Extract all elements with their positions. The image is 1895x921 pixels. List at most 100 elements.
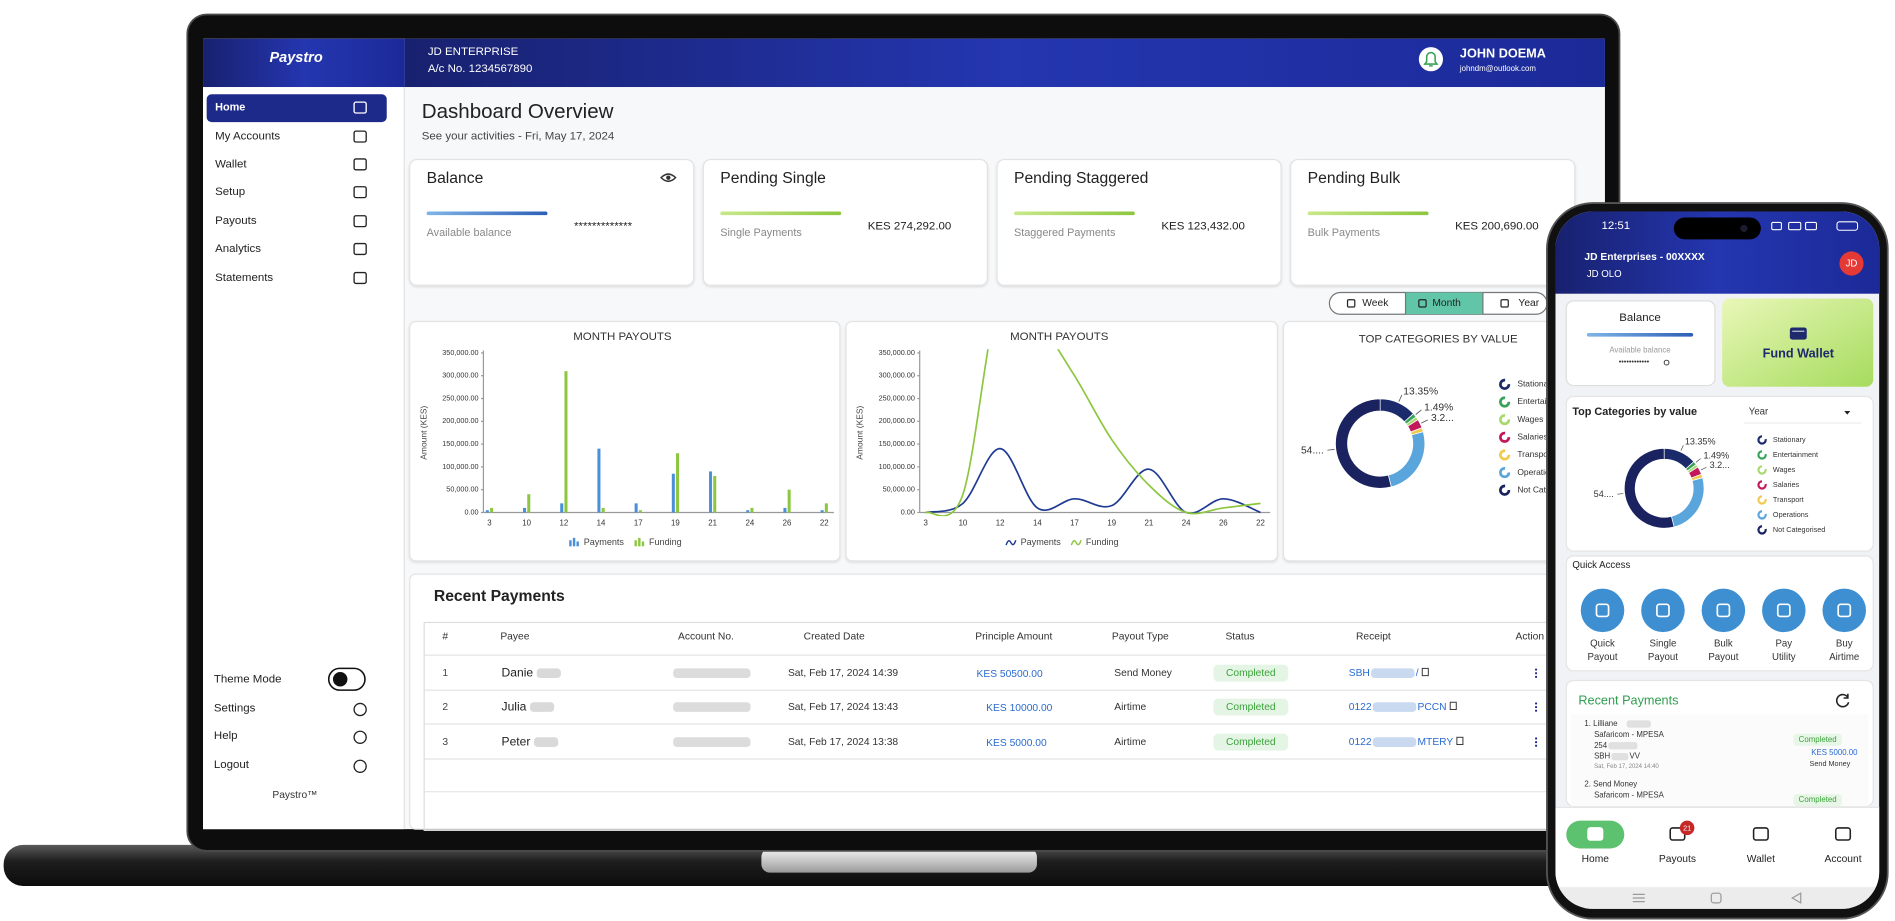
action-dot bbox=[1534, 702, 1538, 705]
created-date: Sat, Feb 17, 2024 13:43 bbox=[788, 702, 898, 713]
period-option[interactable]: Year bbox=[1518, 298, 1539, 309]
summary-card bbox=[409, 158, 695, 286]
card-label: Staggered Payments bbox=[1014, 227, 1116, 239]
copy-icon bbox=[1456, 736, 1464, 746]
battery bbox=[1836, 221, 1859, 231]
menu-item[interactable]: Logout bbox=[214, 759, 250, 771]
menu-item[interactable]: Wallet bbox=[215, 158, 247, 170]
created-date: Sat, Feb 17, 2024 14:39 bbox=[788, 668, 898, 679]
blurred-text bbox=[530, 702, 555, 712]
chart-card bbox=[845, 320, 1279, 562]
quick-label: Pay bbox=[1775, 639, 1792, 650]
amount: KES 10000.00 bbox=[986, 703, 1052, 714]
eye-icon bbox=[1663, 359, 1670, 366]
period-icon bbox=[1500, 299, 1509, 308]
bar bbox=[564, 371, 568, 513]
action-dot bbox=[1534, 741, 1538, 744]
recent-provider: Safaricom - MPESA bbox=[1594, 790, 1665, 799]
data-label: 13.35% bbox=[1685, 436, 1716, 446]
caret bbox=[1844, 410, 1851, 415]
period-option[interactable]: Week bbox=[1362, 298, 1389, 309]
legend-icon bbox=[634, 540, 637, 547]
status: Completed bbox=[1799, 735, 1837, 744]
menu-item[interactable]: Payouts bbox=[215, 215, 257, 227]
period-active bbox=[1405, 292, 1483, 315]
bar bbox=[527, 494, 531, 513]
menu-item[interactable]: My Accounts bbox=[215, 131, 280, 143]
action-dot bbox=[1534, 709, 1538, 712]
quick-action[interactable] bbox=[1580, 588, 1625, 633]
card-label: Bulk Payments bbox=[1308, 227, 1381, 239]
bar bbox=[634, 503, 638, 513]
donut-segment bbox=[1335, 398, 1392, 489]
payout-type: Send Money bbox=[1810, 759, 1851, 768]
data-label: 13.35% bbox=[1403, 386, 1438, 397]
x-tick-label: 19 bbox=[671, 518, 680, 527]
card-title: Pending Staggered bbox=[1014, 170, 1148, 187]
copy-icon bbox=[1421, 667, 1429, 677]
card-value: KES 123,432.00 bbox=[1161, 221, 1245, 233]
menu-item[interactable]: Help bbox=[214, 730, 238, 742]
column-header: Payout Type bbox=[1112, 632, 1169, 643]
x-tick-label: 14 bbox=[1033, 518, 1042, 527]
y-tick-label: 200,000.00 bbox=[442, 416, 478, 425]
bar bbox=[490, 507, 494, 513]
period-select[interactable]: Year bbox=[1749, 407, 1769, 418]
recent-date: Sat, Feb 17, 2024 14:40 bbox=[1594, 764, 1659, 770]
y-tick-label: 0.00 bbox=[464, 507, 478, 516]
action-dot bbox=[1534, 744, 1538, 747]
nav-label[interactable]: Payouts bbox=[1659, 854, 1696, 865]
blurred-text bbox=[1371, 668, 1415, 679]
camera bbox=[1740, 224, 1748, 233]
bar bbox=[783, 507, 787, 513]
menu-icon bbox=[353, 130, 367, 143]
x-tick-label: 10 bbox=[522, 518, 531, 527]
nav-label[interactable]: Home bbox=[1582, 854, 1610, 865]
quick-action[interactable] bbox=[1762, 588, 1806, 633]
y-tick-label: 50,000.00 bbox=[446, 485, 478, 494]
bar bbox=[560, 503, 564, 513]
period-option[interactable]: Month bbox=[1432, 298, 1461, 309]
quick-icon bbox=[1776, 603, 1791, 618]
legend-ring bbox=[1499, 378, 1511, 390]
nav-badge bbox=[1679, 820, 1695, 836]
payout-type: Send Money bbox=[1114, 668, 1173, 679]
card-title: Pending Single bbox=[720, 170, 826, 187]
company: JD ENTERPRISE bbox=[428, 46, 519, 58]
data-label: 3.2... bbox=[1710, 460, 1730, 470]
menu-item[interactable]: Statements bbox=[215, 272, 273, 284]
menu-item[interactable]: Settings bbox=[214, 702, 256, 714]
quick-label: Payout bbox=[1708, 652, 1738, 663]
menu-item[interactable]: Setup bbox=[215, 186, 245, 198]
legend-ring bbox=[1757, 450, 1767, 460]
legend-label: Salaries bbox=[1773, 480, 1800, 489]
legend-label: Funding bbox=[649, 537, 682, 547]
menu-item[interactable]: Home bbox=[215, 101, 245, 113]
x-tick-label: 24 bbox=[1182, 518, 1191, 527]
x-tick-label: 22 bbox=[820, 518, 829, 527]
card-bar bbox=[1013, 211, 1135, 216]
quick-action[interactable] bbox=[1822, 588, 1866, 633]
nav-label[interactable]: Account bbox=[1824, 854, 1861, 865]
eye-pupil bbox=[666, 175, 671, 180]
legend-label: Stationary bbox=[1773, 435, 1806, 444]
chart-title: MONTH PAYOUTS bbox=[573, 331, 672, 343]
data-label: 3.2... bbox=[1431, 413, 1454, 424]
quick-action[interactable] bbox=[1641, 588, 1685, 633]
table-card bbox=[409, 573, 1560, 830]
menu-icon bbox=[353, 759, 367, 773]
menu-item[interactable]: Analytics bbox=[215, 243, 261, 255]
payout-type: Airtime bbox=[1114, 702, 1146, 713]
recent-name: 1. Lilliane bbox=[1584, 719, 1618, 728]
quick-label: Buy bbox=[1836, 639, 1853, 650]
status-time: 12:51 bbox=[1601, 220, 1630, 232]
toggle-knob bbox=[332, 672, 348, 687]
nav-icon bbox=[1752, 827, 1769, 841]
menu-item[interactable]: Theme Mode bbox=[214, 673, 282, 685]
quick-action[interactable] bbox=[1701, 588, 1746, 633]
nav-label[interactable]: Wallet bbox=[1747, 854, 1775, 865]
y-tick-label: 0.00 bbox=[901, 507, 915, 516]
fund-wallet[interactable]: Fund Wallet bbox=[1763, 346, 1835, 360]
bell-badge bbox=[1418, 47, 1444, 72]
